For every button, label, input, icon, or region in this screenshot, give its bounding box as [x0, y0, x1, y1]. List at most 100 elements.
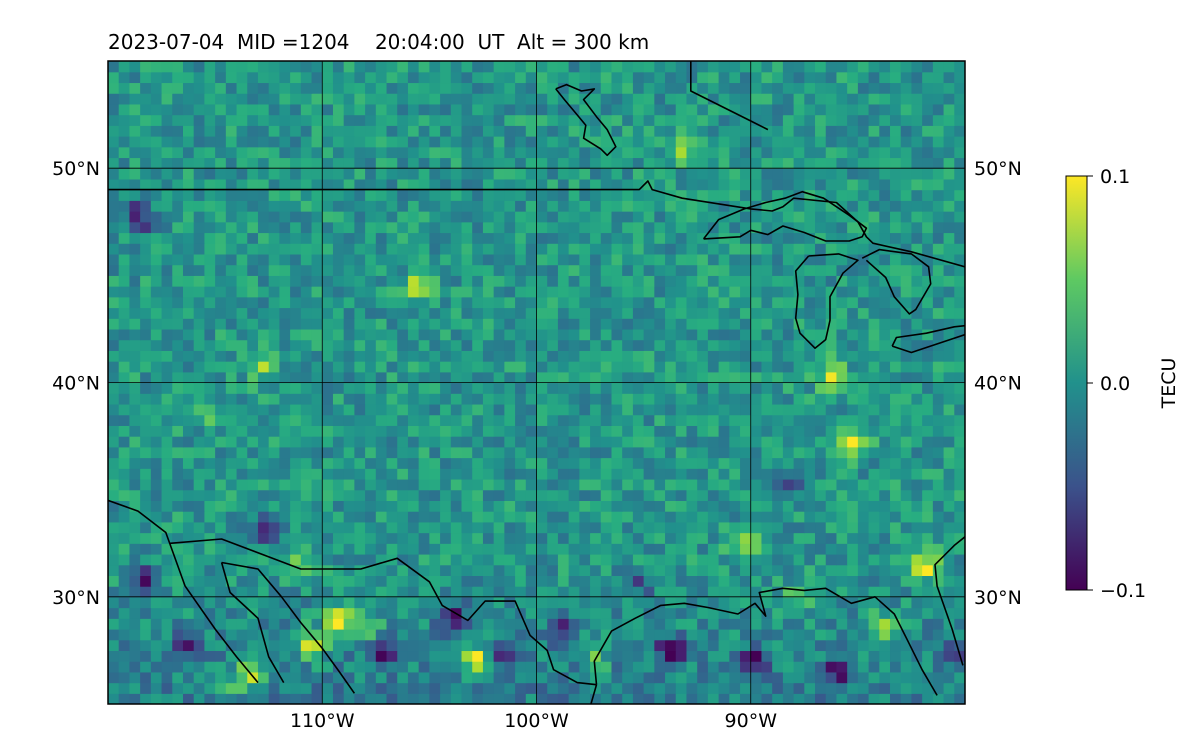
tec-cell	[782, 178, 795, 191]
tec-cell	[172, 361, 184, 373]
tec-cell	[504, 682, 516, 694]
tec-cell	[482, 178, 495, 191]
tec-cell	[493, 403, 505, 416]
tec-cell	[665, 650, 677, 662]
tec-cell	[793, 489, 805, 501]
tec-cell	[365, 403, 377, 416]
tec-cell	[161, 189, 173, 201]
tec-cell	[718, 328, 730, 341]
tec-cell	[782, 393, 795, 405]
tec-cell	[118, 436, 131, 448]
tec-cell	[407, 339, 420, 351]
tec-cell	[290, 661, 302, 673]
tec-cell	[150, 671, 163, 684]
tec-cell	[365, 93, 377, 105]
tec-cell	[643, 446, 655, 459]
tec-cell	[868, 414, 880, 426]
tec-cell	[547, 232, 559, 244]
tec-cell	[472, 243, 484, 255]
tec-cell	[654, 286, 666, 298]
tec-cell	[257, 328, 270, 341]
tec-cell	[161, 178, 173, 191]
tec-cell	[750, 339, 763, 351]
tec-cell	[750, 318, 763, 330]
tec-cell	[354, 296, 366, 309]
tec-cell	[482, 350, 495, 362]
tec-cell	[482, 446, 495, 459]
tec-cell	[225, 189, 238, 201]
tec-cell	[418, 575, 430, 587]
tec-cell	[857, 318, 870, 330]
tec-cell	[257, 71, 270, 84]
tec-cell	[740, 125, 752, 137]
tec-cell	[440, 82, 452, 94]
tec-cell	[290, 468, 302, 480]
tec-cell	[472, 489, 484, 501]
tec-cell	[515, 468, 527, 480]
tec-cell	[525, 382, 538, 394]
tec-cell	[943, 543, 955, 555]
tec-cell	[108, 350, 120, 362]
tec-cell	[493, 586, 505, 598]
tec-cell	[450, 286, 463, 298]
tec-cell	[932, 136, 945, 148]
tec-cell	[665, 500, 677, 512]
tec-cell	[772, 511, 784, 523]
tec-cell	[300, 146, 313, 159]
tec-cell	[397, 382, 409, 394]
tec-cell	[257, 553, 270, 566]
tec-cell	[118, 403, 131, 416]
tec-cell	[118, 371, 131, 384]
tec-cell	[290, 500, 302, 512]
tec-cell	[793, 532, 805, 544]
tec-cell	[590, 575, 602, 587]
tec-cell	[772, 93, 784, 105]
tec-cell	[257, 125, 270, 137]
tec-cell	[161, 146, 173, 159]
tec-cell	[322, 521, 334, 534]
tec-cell	[108, 553, 120, 566]
tec-cell	[868, 136, 880, 148]
tec-cell	[654, 661, 666, 673]
tec-cell	[204, 146, 216, 159]
tec-cell	[729, 125, 741, 137]
tec-cell	[236, 146, 248, 159]
tec-cell	[804, 618, 816, 630]
tec-cell	[815, 211, 827, 223]
tec-cell	[493, 414, 505, 426]
tec-cell	[493, 178, 505, 191]
tec-cell	[161, 489, 173, 501]
tec-cell	[922, 436, 934, 448]
tec-cell	[365, 693, 377, 704]
tec-cell	[943, 243, 955, 255]
tec-cell	[675, 532, 688, 544]
tec-cell	[954, 553, 965, 566]
tec-cell	[172, 543, 184, 555]
tec-cell	[557, 468, 570, 480]
tec-cell	[343, 661, 355, 673]
tec-cell	[407, 382, 420, 394]
tec-cell	[204, 296, 216, 309]
tec-cell	[665, 275, 677, 287]
tec-cell	[654, 500, 666, 512]
tec-cell	[793, 446, 805, 459]
tec-cell	[311, 671, 323, 684]
tec-cell	[815, 82, 827, 94]
tec-cell	[847, 157, 859, 169]
tec-cell	[632, 382, 645, 394]
tec-cell	[579, 178, 591, 191]
tec-cell	[954, 671, 965, 684]
tec-cell	[879, 157, 891, 169]
tec-cell	[632, 607, 645, 619]
tec-cell	[900, 61, 913, 73]
tec-cell	[279, 393, 291, 405]
tec-cell	[600, 211, 613, 223]
tec-cell	[761, 553, 773, 566]
tec-cell	[418, 211, 430, 223]
tec-cell	[611, 403, 623, 416]
tec-cell	[729, 553, 741, 566]
tec-cell	[557, 146, 570, 159]
tec-cell	[450, 253, 463, 266]
tec-cell	[900, 286, 913, 298]
tec-cell	[557, 511, 570, 523]
